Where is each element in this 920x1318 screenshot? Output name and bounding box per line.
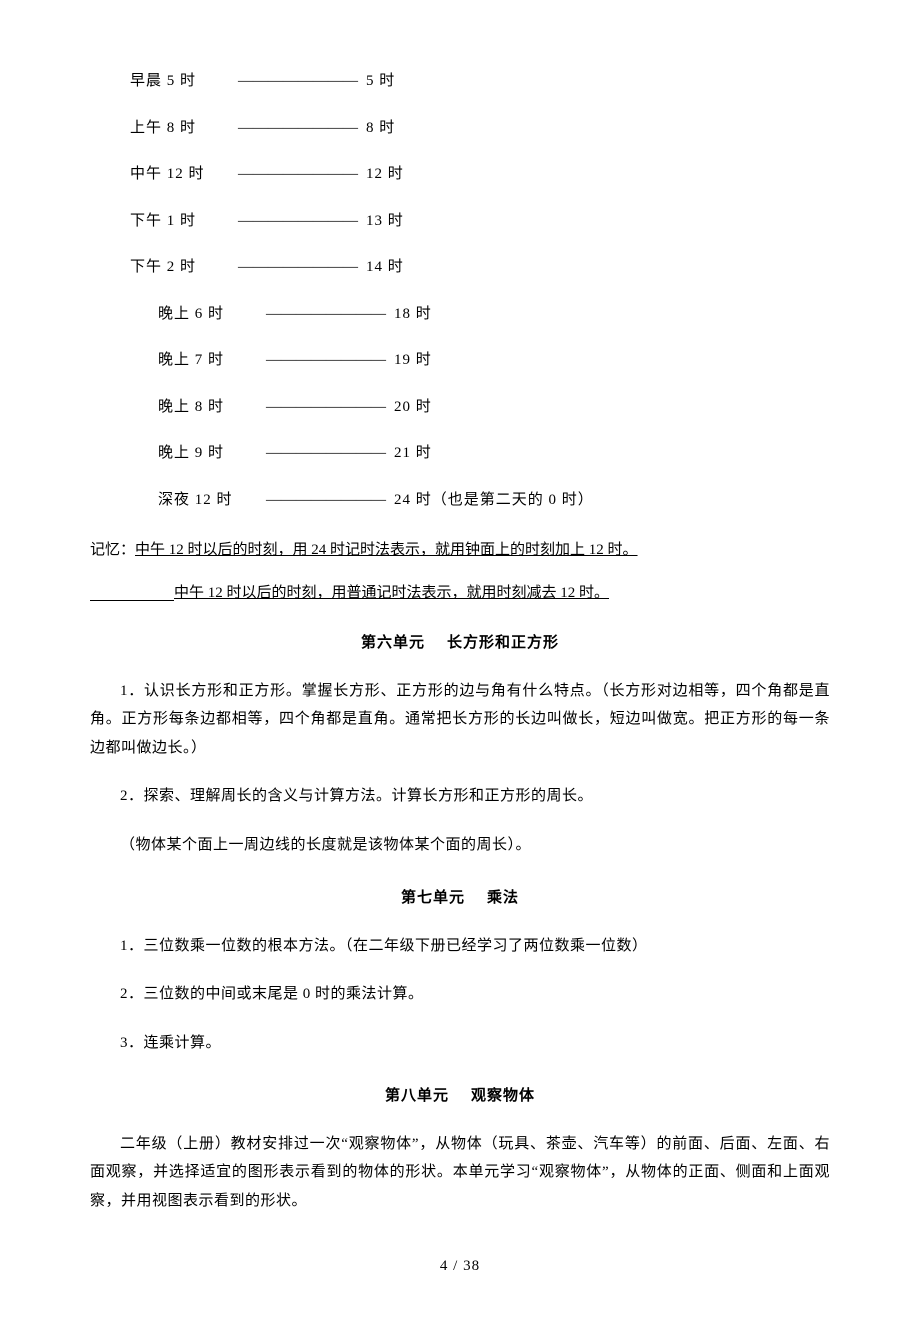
time-row: 上午 8 时 ―――――――― 8 时 xyxy=(90,117,830,140)
unit7-p1: 1．三位数乘一位数的根本方法。（在二年级下册已经学习了两位数乘一位数） xyxy=(90,932,830,961)
memo-text-2: 中午 12 时以后的时刻，用普通记时法表示，就用时刻减去 12 时。 xyxy=(174,582,609,605)
time-row: 深夜 12 时 ―――――――― 24 时（也是第二天的 0 时） xyxy=(90,489,830,512)
time-row-right: 20 时 xyxy=(394,396,432,419)
time-row: 早晨 5 时 ―――――――― 5 时 xyxy=(90,70,830,93)
time-row-dash: ―――――――― xyxy=(238,117,358,140)
memo-prefix: 记忆： xyxy=(90,542,135,558)
unit7-title-b: 乘法 xyxy=(487,890,519,906)
time-row-left: 下午 1 时 xyxy=(130,210,230,233)
time-row-left: 晚上 7 时 xyxy=(158,349,258,372)
memo-line-1: 记忆：中午 12 时以后的时刻，用 24 时记时法表示，就用钟面上的时刻加上 1… xyxy=(90,539,830,562)
unit8-p1: 二年级（上册）教材安排过一次“观察物体”，从物体（玩具、茶壶、汽车等）的前面、后… xyxy=(90,1130,830,1216)
time-row-dash: ―――――――― xyxy=(238,163,358,186)
time-row: 晚上 9 时 ―――――――― 21 时 xyxy=(90,442,830,465)
memo-lead-underline xyxy=(90,579,174,602)
time-row: 中午 12 时 ―――――――― 12 时 xyxy=(90,163,830,186)
time-row-right: 14 时 xyxy=(366,256,404,279)
time-row: 晚上 6 时 ―――――――― 18 时 xyxy=(90,303,830,326)
time-row-right: 21 时 xyxy=(394,442,432,465)
unit6-title-a: 第六单元 xyxy=(361,635,425,651)
time-row-right: 5 时 xyxy=(366,70,395,93)
time-row-left: 早晨 5 时 xyxy=(130,70,230,93)
time-row-right: 13 时 xyxy=(366,210,404,233)
time-row-dash: ―――――――― xyxy=(238,70,358,93)
unit7-title-a: 第七单元 xyxy=(401,890,465,906)
time-row-left: 上午 8 时 xyxy=(130,117,230,140)
time-row-dash: ―――――――― xyxy=(266,303,386,326)
time-row-right: 18 时 xyxy=(394,303,432,326)
memo-text-1: 中午 12 时以后的时刻，用 24 时记时法表示，就用钟面上的时刻加上 12 时… xyxy=(135,542,638,558)
time-row-right: 12 时 xyxy=(366,163,404,186)
page-number: 4 / 38 xyxy=(90,1255,830,1278)
time-row-right: 19 时 xyxy=(394,349,432,372)
time-row-dash: ―――――――― xyxy=(238,256,358,279)
time-row-left: 深夜 12 时 xyxy=(158,489,258,512)
time-row-left: 晚上 8 时 xyxy=(158,396,258,419)
time-row-dash: ―――――――― xyxy=(266,489,386,512)
time-row-right: 8 时 xyxy=(366,117,395,140)
unit7-p2: 2．三位数的中间或末尾是 0 时的乘法计算。 xyxy=(90,980,830,1009)
memo-line-2: 中午 12 时以后的时刻，用普通记时法表示，就用时刻减去 12 时。 xyxy=(90,582,830,605)
time-row-left: 晚上 9 时 xyxy=(158,442,258,465)
unit7-title: 第七单元 乘法 xyxy=(90,887,830,910)
unit7-p3: 3．连乘计算。 xyxy=(90,1029,830,1058)
unit6-title: 第六单元 长方形和正方形 xyxy=(90,632,830,655)
time-row-dash: ―――――――― xyxy=(266,396,386,419)
time-row-left: 中午 12 时 xyxy=(130,163,230,186)
unit8-title-a: 第八单元 xyxy=(385,1088,449,1104)
unit6-p2: 2．探索、理解周长的含义与计算方法。计算长方形和正方形的周长。 xyxy=(90,782,830,811)
unit8-title: 第八单元 观察物体 xyxy=(90,1085,830,1108)
unit6-title-b: 长方形和正方形 xyxy=(447,635,559,651)
time-row-dash: ―――――――― xyxy=(238,210,358,233)
memo-block: 记忆：中午 12 时以后的时刻，用 24 时记时法表示，就用钟面上的时刻加上 1… xyxy=(90,539,830,604)
time-conversion-table: 早晨 5 时 ―――――――― 5 时上午 8 时 ―――――――― 8 时中午 12 … xyxy=(90,70,830,511)
time-row-right: 24 时（也是第二天的 0 时） xyxy=(394,489,594,512)
unit6-p1: 1．认识长方形和正方形。掌握长方形、正方形的边与角有什么特点。（长方形对边相等，… xyxy=(90,677,830,763)
time-row-left: 下午 2 时 xyxy=(130,256,230,279)
time-row-left: 晚上 6 时 xyxy=(158,303,258,326)
time-row: 晚上 7 时 ―――――――― 19 时 xyxy=(90,349,830,372)
time-row: 晚上 8 时 ―――――――― 20 时 xyxy=(90,396,830,419)
time-row-dash: ―――――――― xyxy=(266,349,386,372)
unit6-p3: （物体某个面上一周边线的长度就是该物体某个面的周长）。 xyxy=(90,831,830,860)
unit8-title-b: 观察物体 xyxy=(471,1088,535,1104)
time-row: 下午 2 时 ―――――――― 14 时 xyxy=(90,256,830,279)
time-row-dash: ―――――――― xyxy=(266,442,386,465)
time-row: 下午 1 时 ―――――――― 13 时 xyxy=(90,210,830,233)
